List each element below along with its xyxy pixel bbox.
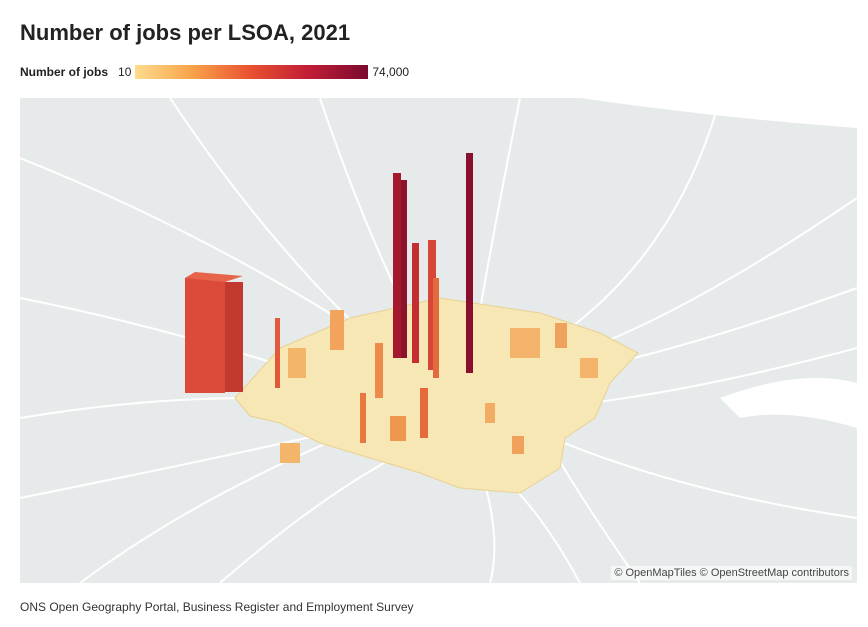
bar	[393, 173, 401, 358]
source: ONS Open Geography Portal, Business Regi…	[20, 600, 414, 614]
legend-min: 10	[118, 65, 132, 79]
map	[20, 98, 857, 583]
bars	[185, 153, 598, 463]
bar	[428, 240, 436, 370]
bar	[280, 443, 300, 463]
bar	[412, 243, 419, 363]
estuary	[720, 378, 857, 428]
title: Number of jobs per LSOA, 2021	[20, 20, 351, 45]
color-ramp	[135, 65, 369, 79]
bar	[555, 323, 567, 348]
legend: Number of jobs 10 74,000	[20, 63, 409, 81]
bar	[185, 272, 243, 282]
bar	[466, 153, 473, 373]
bar	[390, 416, 406, 441]
bar	[185, 278, 225, 393]
bar	[512, 436, 524, 454]
bar	[485, 403, 495, 423]
bar	[330, 310, 344, 350]
bar	[433, 278, 439, 378]
attribution: © OpenMapTiles © OpenStreetMap contribut…	[611, 566, 852, 580]
bar	[185, 272, 243, 393]
sea	[580, 98, 857, 128]
bar	[225, 282, 243, 392]
bar	[401, 180, 407, 358]
bar	[375, 343, 383, 398]
bar	[510, 328, 540, 358]
legend-max: 74,000	[372, 65, 410, 79]
bar	[360, 393, 366, 443]
legend-label: Number of jobs	[20, 65, 109, 79]
bar	[420, 388, 428, 438]
bar	[288, 348, 306, 378]
bar	[580, 358, 598, 378]
bar	[275, 318, 280, 388]
